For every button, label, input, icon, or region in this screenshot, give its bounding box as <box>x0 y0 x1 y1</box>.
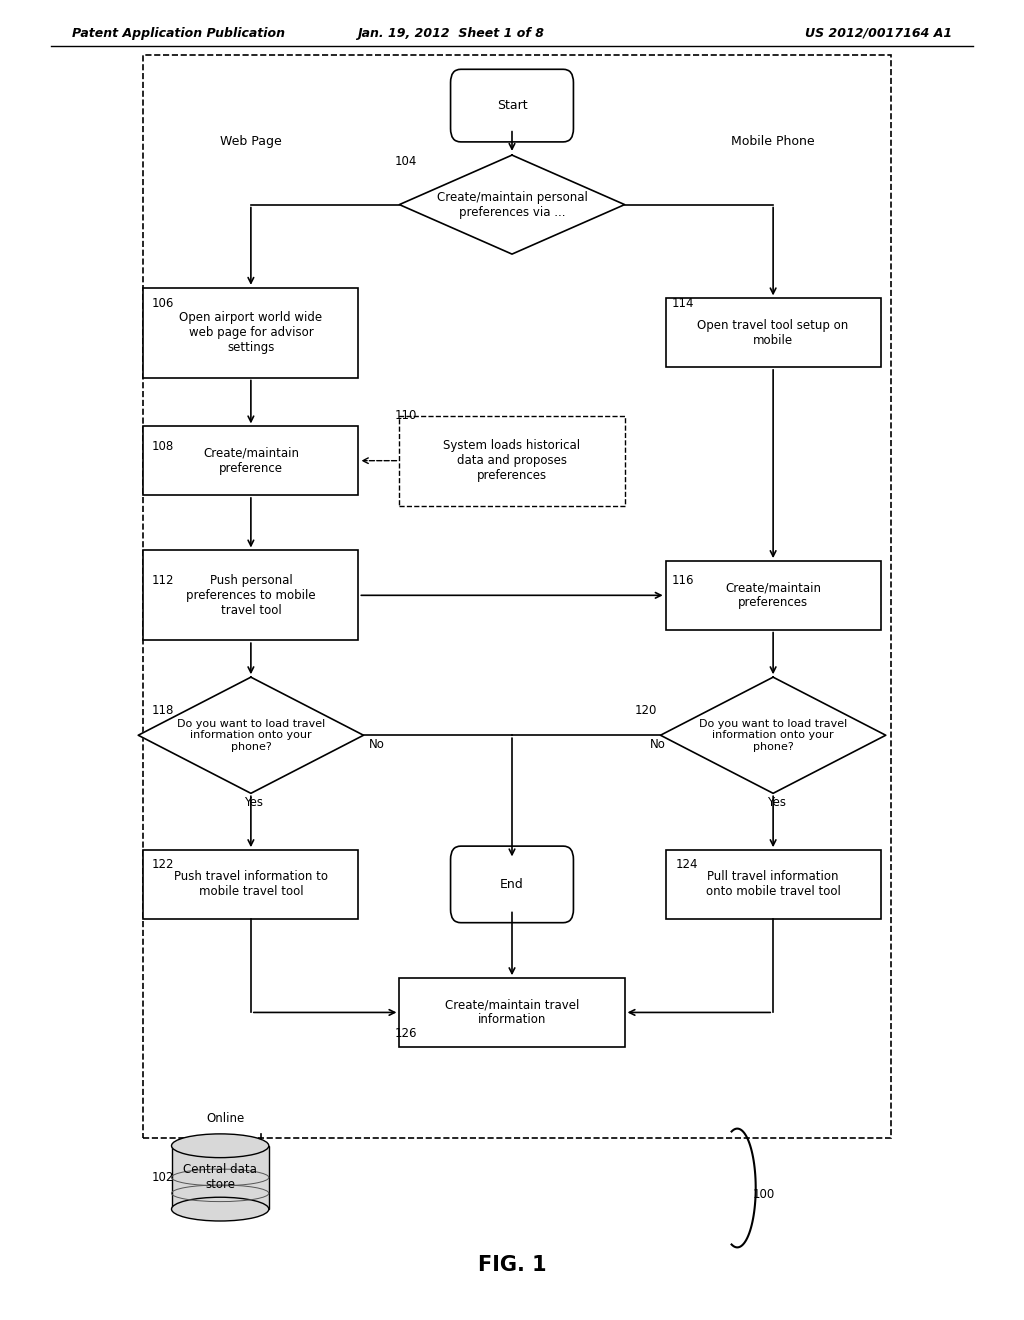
FancyBboxPatch shape <box>143 550 358 640</box>
Text: Mobile Phone: Mobile Phone <box>731 135 815 148</box>
Text: Push travel information to
mobile travel tool: Push travel information to mobile travel… <box>174 870 328 899</box>
Text: 112: 112 <box>152 574 174 587</box>
Text: FIG. 1: FIG. 1 <box>477 1254 547 1275</box>
Text: Yes: Yes <box>245 796 263 809</box>
Text: 100: 100 <box>753 1188 775 1201</box>
Ellipse shape <box>171 1134 268 1158</box>
Polygon shape <box>138 677 364 793</box>
Text: No: No <box>369 738 385 751</box>
FancyBboxPatch shape <box>666 561 881 630</box>
Bar <box>143 55 891 1138</box>
Text: Open airport world wide
web page for advisor
settings: Open airport world wide web page for adv… <box>179 312 323 354</box>
Text: Create/maintain travel
information: Create/maintain travel information <box>444 998 580 1027</box>
Text: Create/maintain
preference: Create/maintain preference <box>203 446 299 475</box>
FancyBboxPatch shape <box>666 298 881 367</box>
Text: No: No <box>650 738 667 751</box>
Text: Create/maintain personal
preferences via ...: Create/maintain personal preferences via… <box>436 190 588 219</box>
Text: Web Page: Web Page <box>220 135 282 148</box>
Text: Create/maintain
preferences: Create/maintain preferences <box>725 581 821 610</box>
Ellipse shape <box>171 1197 268 1221</box>
FancyBboxPatch shape <box>171 1146 268 1209</box>
Text: 108: 108 <box>152 440 174 453</box>
Text: 106: 106 <box>152 297 174 310</box>
Text: Central data
store: Central data store <box>183 1163 257 1192</box>
FancyBboxPatch shape <box>143 288 358 378</box>
Text: 116: 116 <box>672 574 694 587</box>
Text: Pull travel information
onto mobile travel tool: Pull travel information onto mobile trav… <box>706 870 841 899</box>
Text: 126: 126 <box>394 1027 417 1040</box>
Text: 102: 102 <box>152 1171 174 1184</box>
Text: 118: 118 <box>152 704 174 717</box>
Text: 124: 124 <box>676 858 698 871</box>
Polygon shape <box>660 677 886 793</box>
Text: 120: 120 <box>635 704 657 717</box>
Polygon shape <box>399 156 625 253</box>
Text: Yes: Yes <box>767 796 785 809</box>
Text: System loads historical
data and proposes
preferences: System loads historical data and propose… <box>443 440 581 482</box>
Text: US 2012/0017164 A1: US 2012/0017164 A1 <box>805 26 952 40</box>
Text: Patent Application Publication: Patent Application Publication <box>72 26 285 40</box>
Text: Jan. 19, 2012  Sheet 1 of 8: Jan. 19, 2012 Sheet 1 of 8 <box>357 26 544 40</box>
FancyBboxPatch shape <box>399 416 625 506</box>
FancyBboxPatch shape <box>666 850 881 919</box>
FancyBboxPatch shape <box>143 426 358 495</box>
FancyBboxPatch shape <box>451 69 573 141</box>
Text: 114: 114 <box>672 297 694 310</box>
FancyBboxPatch shape <box>399 978 625 1047</box>
Text: Start: Start <box>497 99 527 112</box>
Text: End: End <box>500 878 524 891</box>
Text: 110: 110 <box>394 409 417 422</box>
Text: Do you want to load travel
information onto your
phone?: Do you want to load travel information o… <box>699 718 847 752</box>
Text: Push personal
preferences to mobile
travel tool: Push personal preferences to mobile trav… <box>186 574 315 616</box>
Text: Open travel tool setup on
mobile: Open travel tool setup on mobile <box>697 318 849 347</box>
Text: 122: 122 <box>152 858 174 871</box>
Text: 104: 104 <box>394 154 417 168</box>
FancyBboxPatch shape <box>451 846 573 923</box>
FancyBboxPatch shape <box>143 850 358 919</box>
Text: Do you want to load travel
information onto your
phone?: Do you want to load travel information o… <box>177 718 325 752</box>
Text: Online: Online <box>206 1111 245 1125</box>
